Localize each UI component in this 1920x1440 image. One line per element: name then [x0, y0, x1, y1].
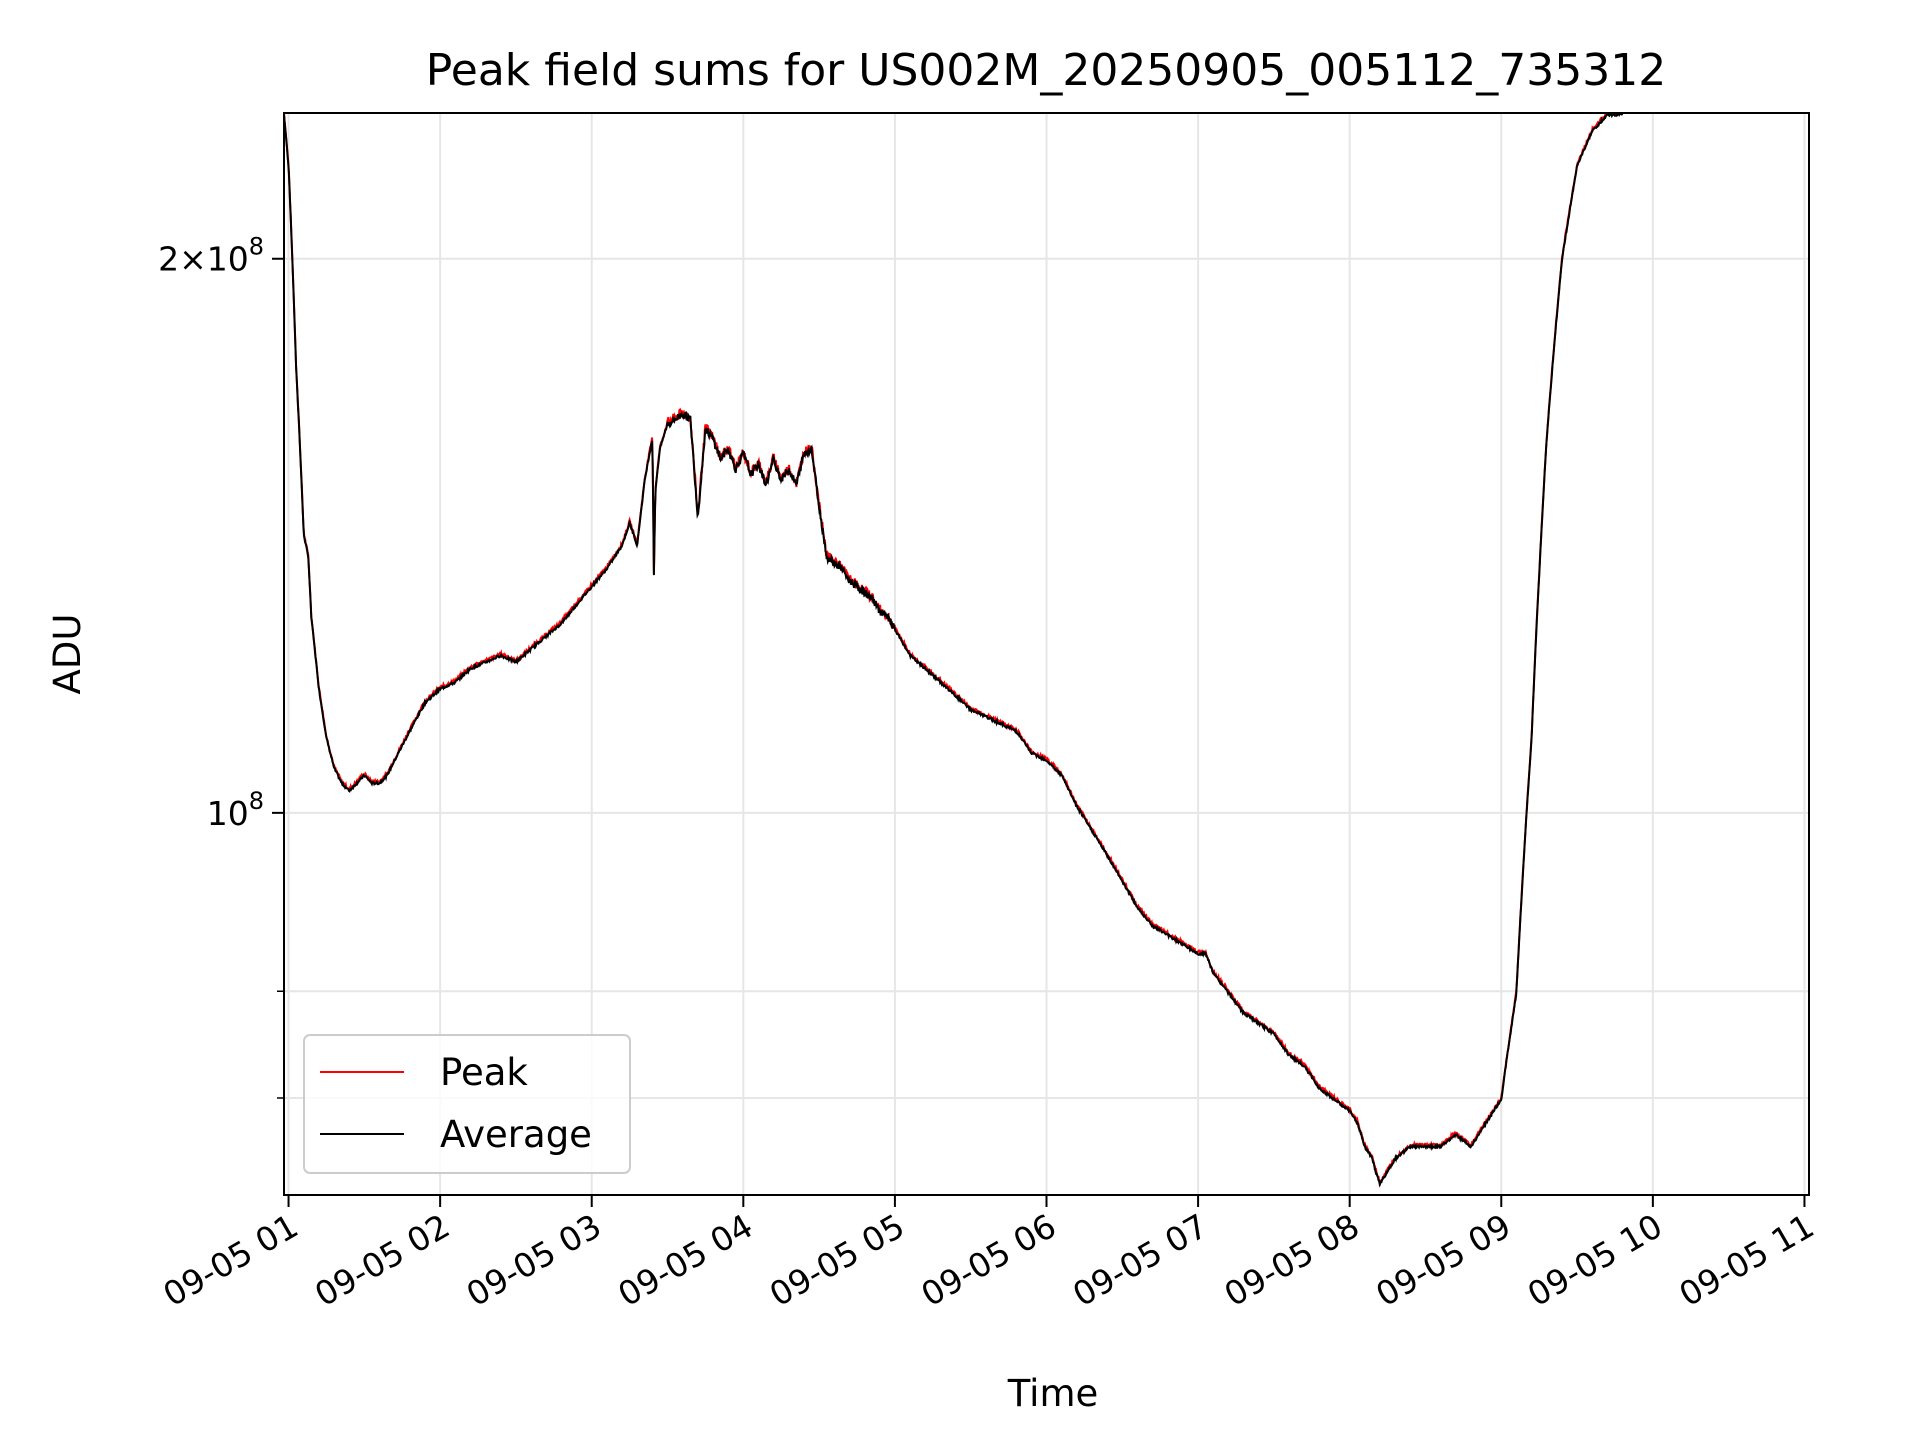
- legend: Peak Average: [303, 1034, 631, 1174]
- chart-title: Peak field sums for US002M_20250905_0051…: [426, 45, 1666, 96]
- legend-label-average: Average: [440, 1113, 592, 1156]
- x-axis-label: Time: [1007, 1372, 1099, 1415]
- series-line-average: [284, 113, 1624, 1188]
- legend-label-peak: Peak: [440, 1051, 528, 1094]
- plot-area: 09-05 01 09-05 02 09-05 03 09-05 04 09-05 05…: [157, 112, 1820, 1314]
- legend-box: [303, 1034, 631, 1174]
- y-tick-label: 108: [207, 787, 264, 833]
- y-axis-ticks: 108 2×108: [158, 233, 284, 1099]
- y-tick-label: 2×108: [158, 233, 264, 279]
- y-axis-label: ADU: [46, 614, 89, 695]
- grid: [284, 113, 1809, 1195]
